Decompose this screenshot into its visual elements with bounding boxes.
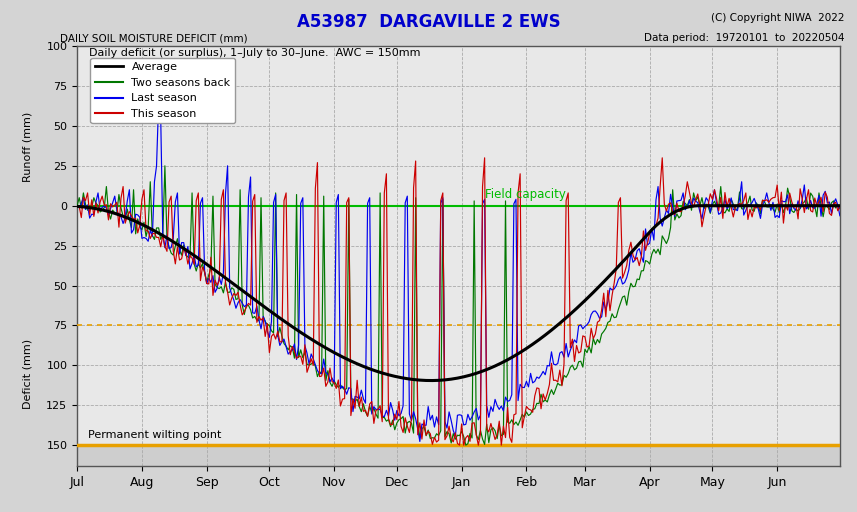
- Text: Permanent wilting point: Permanent wilting point: [87, 431, 221, 440]
- Text: DAILY SOIL MOISTURE DEFICIT (mm): DAILY SOIL MOISTURE DEFICIT (mm): [60, 33, 248, 44]
- Text: Runoff (mm): Runoff (mm): [22, 112, 33, 182]
- Text: Deficit (mm): Deficit (mm): [22, 338, 33, 409]
- Bar: [77, 445, 840, 466]
- Text: Daily deficit (or surplus), 1–July to 30–June.  AWC = 150mm: Daily deficit (or surplus), 1–July to 30…: [88, 48, 420, 58]
- Text: Field capacity: Field capacity: [484, 188, 566, 201]
- Text: (C) Copyright NIWA  2022: (C) Copyright NIWA 2022: [710, 13, 844, 23]
- Text: A53987  DARGAVILLE 2 EWS: A53987 DARGAVILLE 2 EWS: [297, 13, 560, 31]
- Legend: Average, Two seasons back, Last season, This season: Average, Two seasons back, Last season, …: [90, 58, 235, 123]
- Text: Data period:  19720101  to  20220504: Data period: 19720101 to 20220504: [644, 33, 844, 44]
